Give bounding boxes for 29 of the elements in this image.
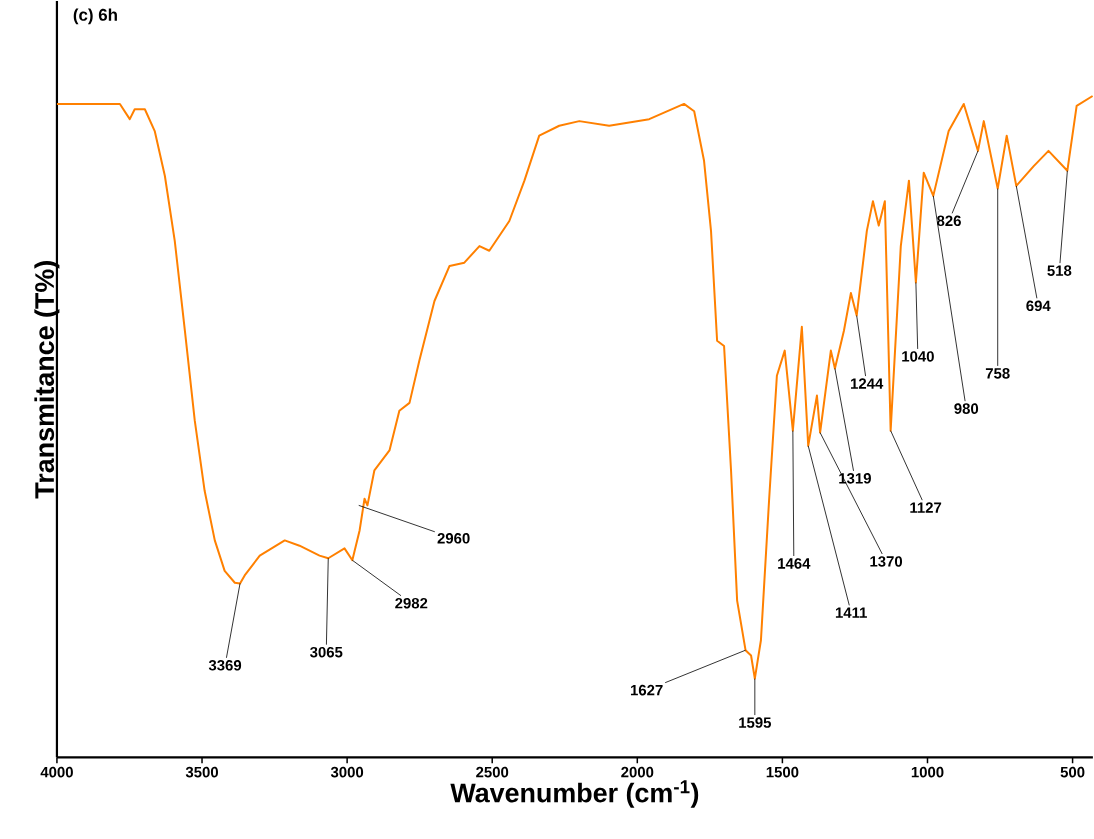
annotation: 826 [937, 215, 961, 226]
annotation: 1595 [739, 717, 772, 728]
annotation: 980 [954, 403, 979, 414]
x-axis-title: Wavenumber (cm$^{-1}$) [450, 780, 699, 808]
annotation: 1244 [851, 378, 884, 389]
annotation: 1127 [910, 502, 942, 513]
x-tick-label: 3000 [330, 766, 364, 778]
annotation: 3065 [310, 646, 343, 658]
x-tick-label: 1500 [766, 766, 799, 778]
annotation: 758 [985, 367, 1010, 379]
x-tick-label: 500 [1060, 766, 1085, 778]
annotation: 3369 [208, 659, 242, 671]
annotation: 2960 [437, 532, 470, 544]
annotation: 518 [1047, 265, 1072, 276]
chart-title: (c) 6h [73, 8, 117, 25]
annotation: 1411 [835, 607, 867, 618]
x-tick-label: 2500 [476, 766, 509, 778]
y-axis-title: Transmitance (T%) [34, 260, 60, 499]
x-tick-label: 4000 [40, 766, 73, 778]
annotation: 1319 [839, 472, 871, 484]
annotation: 2982 [395, 597, 428, 609]
annotation: 1040 [902, 351, 934, 362]
annotation: 1464 [778, 558, 811, 569]
x-tick-label: 2000 [621, 766, 654, 778]
x-tick-label: 1000 [911, 766, 944, 778]
annotation: 1370 [870, 556, 903, 567]
annotation: 694 [1026, 300, 1051, 311]
x-tick-label: 3500 [185, 766, 218, 778]
annotation: 1627 [630, 684, 663, 696]
